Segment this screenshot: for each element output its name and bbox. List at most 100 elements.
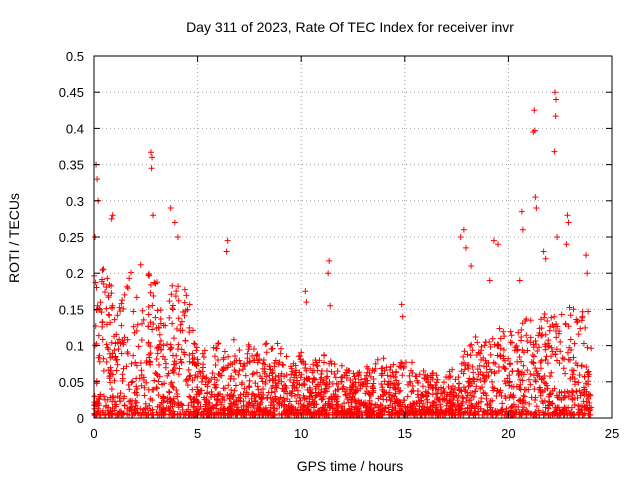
data-point [497,345,504,352]
data-point [356,408,363,415]
data-point [532,396,539,403]
data-point [378,381,385,387]
data-point [154,411,161,418]
data-point [271,405,278,412]
data-point [197,370,204,377]
data-point [516,370,523,377]
data-point [380,355,387,362]
data-point [531,353,538,360]
data-point [213,401,220,408]
data-point [291,374,298,381]
data-point [322,400,329,407]
data-point [117,398,124,405]
data-point [143,359,150,366]
data-point [351,396,358,403]
data-point-spike [167,205,174,212]
data-point [190,396,197,403]
data-point [289,382,296,389]
data-point [155,392,162,399]
data-point [301,394,308,401]
data-point [191,403,198,410]
data-point [185,367,192,374]
data-point [515,329,522,336]
data-point [290,379,297,386]
data-point [133,375,140,382]
data-point-spike [150,212,157,219]
data-point [575,331,582,338]
data-point [575,379,582,386]
data-point [148,412,155,419]
data-point [483,373,490,380]
data-point [544,340,551,347]
data-point [340,383,347,390]
data-point [318,371,325,378]
data-point [311,375,318,382]
data-point [511,410,518,417]
data-point [183,377,190,384]
data-point [312,394,319,401]
data-point [384,372,391,379]
data-point [530,360,537,367]
data-point [156,324,163,331]
data-point [537,316,544,323]
data-point [433,379,440,386]
data-point [551,410,558,417]
data-point [256,411,263,418]
data-point [179,402,186,409]
data-point [251,392,258,399]
data-point [363,404,370,411]
data-point [104,344,111,351]
data-point [113,331,120,338]
data-point [95,332,102,339]
data-point [548,314,555,321]
data-point [100,367,107,374]
data-point [201,347,208,354]
data-point [565,356,572,363]
data-point [93,378,100,385]
data-point [413,411,420,418]
data-point [99,323,106,330]
data-point [443,402,450,409]
data-point [108,290,115,297]
data-point [230,336,237,343]
data-point [297,404,304,411]
data-point [523,316,530,323]
data-point [191,411,198,418]
data-point-spike [94,176,101,183]
data-point [240,363,247,370]
data-point [186,301,193,308]
data-point [254,351,261,358]
data-point [362,408,369,415]
data-point [492,360,499,367]
data-point [170,395,177,402]
data-point-spike [174,234,181,240]
data-point [331,361,338,368]
data-point [215,340,222,347]
data-point [246,377,253,384]
data-point [586,404,593,411]
data-point [304,407,311,414]
data-point [151,279,158,286]
data-point [584,369,591,376]
data-point-spike [552,113,559,120]
data-point [467,343,474,350]
data-point [162,364,169,371]
data-point [166,314,173,321]
data-point [277,350,284,357]
data-point [557,338,564,345]
data-point [118,350,125,357]
data-point [456,380,463,387]
data-point [507,391,514,398]
data-point [157,320,164,327]
data-point [235,397,242,404]
data-point [108,385,115,392]
data-point [106,312,113,319]
data-point-spike [223,248,230,255]
data-point [94,400,101,407]
data-point [348,403,355,410]
data-point [112,354,119,361]
data-point [297,374,304,381]
data-point [195,400,202,407]
data-point [130,323,137,330]
data-point [235,371,242,378]
